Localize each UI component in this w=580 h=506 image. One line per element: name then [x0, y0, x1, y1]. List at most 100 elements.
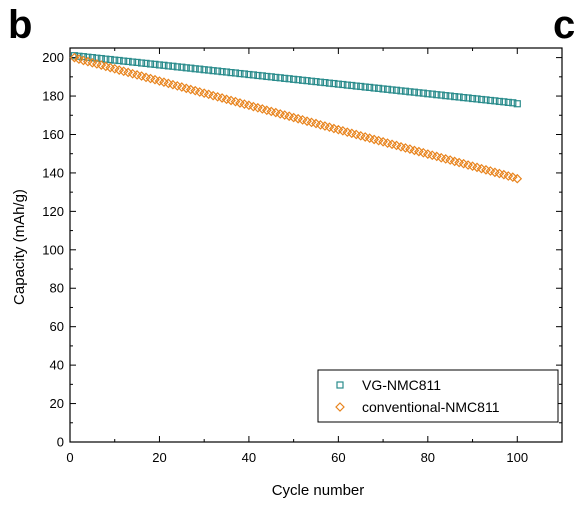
data-point [290, 75, 298, 83]
data-point [236, 69, 244, 78]
data-point [178, 63, 186, 71]
data-point [437, 91, 445, 99]
data-point [370, 84, 378, 92]
legend-label: VG-NMC811 [362, 377, 441, 393]
data-point [160, 61, 168, 69]
data-point [276, 74, 284, 82]
data-point [509, 99, 517, 107]
x-axis-label: Cycle number [272, 482, 365, 499]
data-point [173, 63, 181, 71]
data-point [254, 71, 262, 80]
data-point [218, 68, 226, 76]
data-point [240, 70, 249, 78]
series-vg-nmc811 [70, 52, 521, 108]
data-point [464, 94, 472, 102]
data-point [129, 58, 137, 66]
data-point [281, 74, 289, 82]
data-point [451, 93, 459, 101]
data-point [258, 72, 266, 80]
data-point [415, 89, 423, 97]
y-tick-label: 160 [42, 127, 64, 142]
data-point [137, 59, 146, 67]
data-point [70, 52, 79, 60]
data-point [482, 96, 490, 104]
data-point [477, 95, 486, 104]
y-tick-label: 80 [50, 281, 64, 296]
data-point [187, 64, 195, 72]
data-point [146, 60, 155, 68]
data-point [392, 86, 401, 94]
data-point [512, 173, 523, 184]
y-tick-label: 140 [42, 165, 64, 180]
data-point [379, 85, 387, 93]
x-tick-label: 100 [506, 450, 528, 465]
x-tick-label: 60 [331, 450, 345, 465]
data-point [169, 62, 177, 70]
legend-marker [335, 402, 345, 412]
data-point [285, 75, 293, 83]
data-point [339, 80, 347, 89]
y-tick-label: 200 [42, 50, 64, 65]
data-point [504, 98, 512, 106]
x-tick-label: 80 [421, 450, 435, 465]
data-point [321, 78, 329, 87]
data-point [124, 57, 132, 66]
y-tick-label: 20 [50, 396, 64, 411]
y-tick-label: 100 [42, 242, 64, 257]
data-point [272, 73, 280, 82]
data-point [334, 80, 342, 88]
data-point [222, 68, 231, 76]
data-point [352, 82, 360, 90]
data-point [298, 76, 307, 84]
y-tick-label: 0 [57, 435, 64, 450]
data-point [330, 79, 338, 88]
data-point [383, 85, 392, 93]
data-point [361, 83, 369, 91]
data-point [115, 56, 123, 65]
data-point [428, 90, 436, 98]
data-point [388, 86, 396, 94]
data-point [397, 87, 405, 95]
plot-frame [69, 47, 563, 443]
x-tick-label: 40 [242, 450, 256, 465]
data-point [106, 55, 114, 64]
data-point [460, 93, 468, 102]
data-point [325, 79, 334, 87]
panel-letter-b: b [8, 3, 32, 47]
data-point [214, 67, 222, 75]
x-tick-label: 20 [152, 450, 166, 465]
data-point [491, 97, 499, 105]
data-point [164, 62, 172, 70]
plot-area: 0 20 40 60 80 100 0 20 40 60 80 100 120 140 160 180 200 [42, 47, 563, 465]
y-axis-label: Capacity (mAh/g) [11, 189, 28, 305]
data-point [133, 58, 141, 67]
data-point [446, 92, 454, 100]
data-point [205, 66, 213, 74]
data-point [433, 91, 441, 99]
data-point [182, 64, 190, 72]
data-point [424, 90, 432, 98]
data-point [419, 89, 427, 97]
series-conventional-nmc811 [69, 52, 523, 184]
data-point [111, 56, 119, 64]
data-point [468, 94, 477, 103]
data-point [348, 81, 356, 90]
data-point [442, 92, 450, 100]
data-point [357, 82, 365, 91]
data-point [227, 69, 235, 77]
data-point [200, 66, 208, 74]
data-point [486, 96, 495, 105]
y-tick-label: 120 [42, 204, 64, 219]
x-tick-label: 0 [66, 450, 73, 465]
y-tick-label: 60 [50, 319, 64, 334]
y-tick-label: 40 [50, 358, 64, 373]
data-point [142, 59, 150, 67]
data-point [93, 54, 101, 62]
y-tick-label: 180 [42, 89, 64, 104]
data-point [307, 77, 316, 85]
data-point [303, 77, 311, 85]
data-point [366, 83, 374, 92]
data-point [196, 65, 204, 73]
data-point [455, 93, 463, 101]
